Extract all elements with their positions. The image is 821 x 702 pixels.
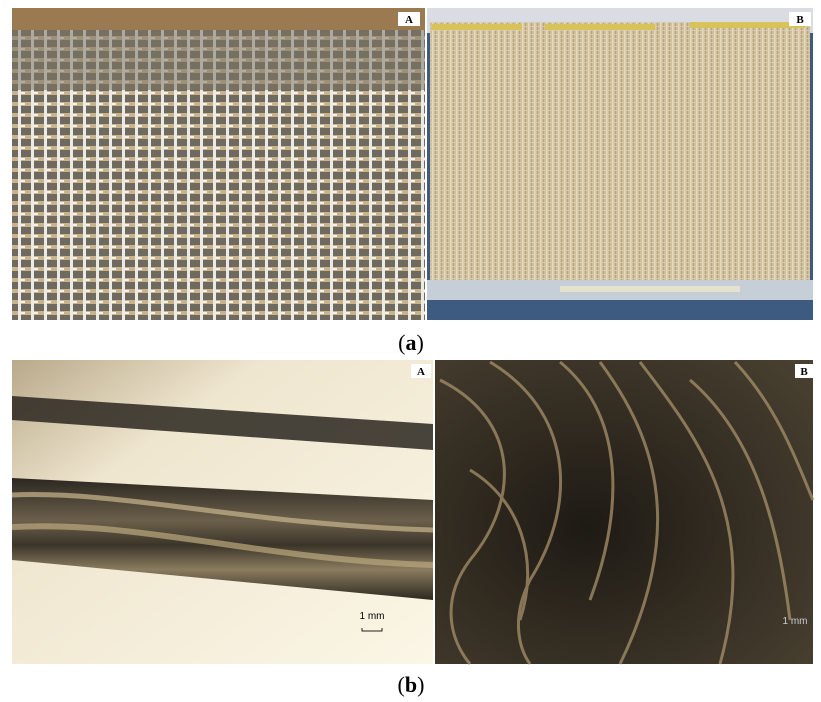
page: A B (a) A 1 mm	[0, 0, 821, 702]
caption-close: )	[417, 672, 424, 697]
caption-open: (	[398, 672, 405, 697]
image-b-b: B 1 mm	[435, 360, 813, 664]
loom-beam	[12, 8, 425, 30]
scale-bar-label: 1 mm	[783, 616, 808, 627]
scale-bar-label: 1 mm	[360, 611, 385, 622]
panel-caption: (b)	[398, 672, 425, 697]
caption-open: (	[398, 330, 405, 355]
caption-letter: a	[406, 330, 417, 355]
tape	[690, 22, 805, 28]
image-label: B	[796, 14, 804, 26]
caption-letter: b	[405, 672, 417, 697]
loose-threads	[427, 280, 813, 300]
background	[435, 360, 813, 664]
image-label: B	[800, 366, 808, 378]
image-a-a: A	[12, 8, 425, 320]
image-label: A	[405, 14, 413, 26]
image-a-b: B	[427, 8, 813, 320]
image-b-a: A 1 mm	[12, 360, 433, 664]
caption-close: )	[417, 330, 424, 355]
panel-caption: (a)	[398, 330, 424, 355]
warp-area	[12, 30, 425, 90]
tape	[432, 24, 522, 30]
image-label: A	[417, 366, 425, 378]
figure: A B (a) A 1 mm	[0, 0, 821, 702]
fabric	[430, 22, 810, 280]
tape	[545, 24, 655, 30]
